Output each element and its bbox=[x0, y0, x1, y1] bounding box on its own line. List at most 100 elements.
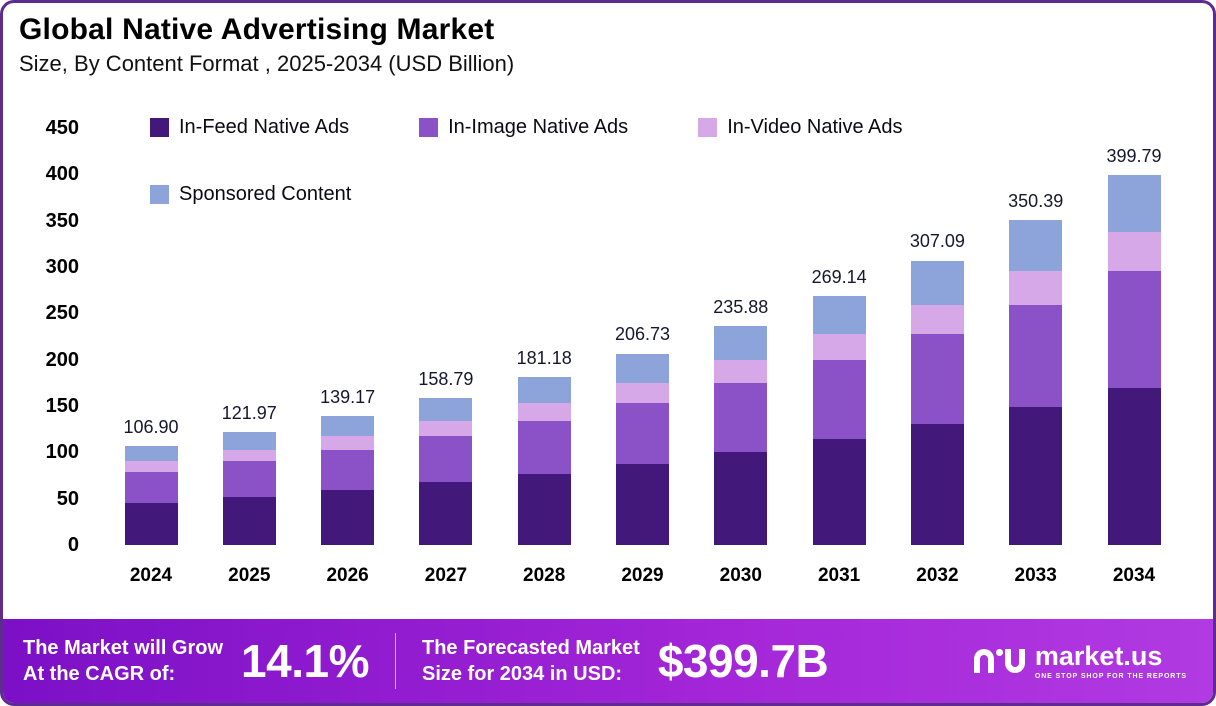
brand-text-block: market.us ONE STOP SHOP FOR THE REPORTS bbox=[1034, 640, 1187, 680]
legend-row-1: In-Feed Native Ads In-Image Native Ads I… bbox=[150, 116, 902, 139]
x-tick-label: 2029 bbox=[621, 565, 664, 586]
bar-2024 bbox=[124, 445, 178, 545]
bar-segment bbox=[1107, 232, 1161, 271]
bar-segment bbox=[222, 449, 276, 462]
y-tick-label: 50 bbox=[56, 487, 79, 510]
logo-arch-n bbox=[973, 649, 994, 673]
legend-swatch bbox=[150, 118, 169, 137]
cagr-label-line1: The Market will Grow bbox=[23, 637, 224, 659]
x-tick-label: 2033 bbox=[1014, 565, 1057, 586]
bar-segment bbox=[1107, 387, 1161, 545]
x-tick-label: 2026 bbox=[326, 565, 369, 586]
bar-segment bbox=[616, 383, 669, 404]
cagr-label-line2: At the CAGR of: bbox=[23, 663, 176, 685]
chart-area: Global Native Advertising Market Size, B… bbox=[3, 3, 1213, 619]
bar-segment bbox=[222, 497, 276, 545]
y-tick-label: 200 bbox=[45, 348, 79, 371]
brand-name: market.us bbox=[1034, 640, 1163, 671]
footer-divider bbox=[394, 633, 396, 689]
bar-total-label: 206.73 bbox=[614, 324, 671, 345]
legend-item-in-video: In-Video Native Ads bbox=[698, 116, 902, 139]
forecast-label: The Forecasted Market Size for 2034 in U… bbox=[422, 635, 640, 687]
y-tick-label: 150 bbox=[45, 395, 79, 417]
bar-segment bbox=[419, 436, 473, 483]
bar-total-label: 121.97 bbox=[221, 402, 277, 423]
bar-segment bbox=[321, 449, 375, 491]
legend-label: In-Video Native Ads bbox=[727, 116, 903, 138]
bar-segment bbox=[812, 295, 866, 335]
legend-item-sponsored: Sponsored Content bbox=[150, 183, 351, 206]
cagr-label: The Market will Grow At the CAGR of: bbox=[23, 635, 223, 687]
bar-segment bbox=[1009, 270, 1063, 305]
x-tick-label: 2030 bbox=[719, 565, 762, 586]
bar-segment bbox=[124, 471, 178, 503]
bar-2034 bbox=[1107, 174, 1161, 545]
bar-segment bbox=[321, 436, 375, 450]
y-tick-label: 250 bbox=[45, 302, 79, 325]
y-tick-label: 100 bbox=[45, 441, 79, 464]
bar-total-label: 307.09 bbox=[909, 231, 965, 252]
logo-arch-u bbox=[1004, 649, 1025, 673]
bar-2032 bbox=[910, 260, 964, 545]
bar-segment bbox=[124, 461, 178, 472]
page-subtitle: Size, By Content Format , 2025-2034 (USD… bbox=[19, 51, 515, 76]
legend-label: Sponsored Content bbox=[179, 183, 352, 205]
bar-segment bbox=[714, 360, 768, 384]
bar-segment bbox=[616, 403, 669, 464]
bar-2030 bbox=[714, 326, 768, 545]
forecast-label-line1: The Forecasted Market bbox=[421, 637, 640, 659]
marketus-logo-icon bbox=[973, 649, 1025, 673]
bar-segment bbox=[1009, 220, 1063, 271]
bar-segment bbox=[616, 463, 669, 545]
bar-segment bbox=[616, 353, 669, 384]
y-tick-label: 350 bbox=[45, 209, 79, 232]
x-tick-label: 2025 bbox=[228, 565, 271, 586]
brand-logo: market.us ONE STOP SHOP FOR THE REPORTS bbox=[973, 640, 1193, 680]
bar-segment bbox=[1107, 270, 1161, 388]
bar-segment bbox=[910, 304, 964, 335]
y-tick-label: 400 bbox=[45, 163, 79, 186]
bar-segment bbox=[222, 432, 276, 450]
bar-segment bbox=[910, 334, 964, 425]
legend-label: In-Feed Native Ads bbox=[179, 116, 350, 138]
bar-2027 bbox=[419, 397, 473, 545]
bar-segment bbox=[812, 360, 866, 439]
chart-legend: In-Feed Native Ads In-Image Native Ads I… bbox=[150, 116, 902, 206]
bar-segment bbox=[124, 445, 178, 462]
x-tick-label: 2024 bbox=[129, 565, 173, 586]
x-tick-label: 2032 bbox=[916, 565, 959, 586]
bar-segment bbox=[321, 490, 375, 545]
bar-segment bbox=[419, 482, 473, 545]
bar-segment bbox=[222, 461, 276, 497]
forecast-label-line2: Size for 2034 in USD: bbox=[421, 663, 623, 685]
bar-segment bbox=[910, 424, 964, 545]
bar-segment bbox=[419, 420, 473, 437]
cagr-value: 14.1% bbox=[241, 635, 369, 687]
bar-2028 bbox=[517, 377, 571, 545]
bar-2029 bbox=[616, 353, 669, 545]
legend-swatch bbox=[698, 118, 718, 137]
legend-swatch bbox=[419, 118, 439, 137]
legend-swatch bbox=[150, 185, 169, 204]
bar-segment bbox=[124, 502, 178, 545]
forecast-value: $399.7B bbox=[657, 635, 829, 687]
bar-segment bbox=[419, 397, 473, 421]
legend-label: In-Image Native Ads bbox=[448, 116, 629, 138]
x-tick-label: 2034 bbox=[1112, 565, 1156, 586]
bar-segment bbox=[812, 439, 866, 545]
y-axis: 0 50 100 150 200 250 300 350 400 450 bbox=[3, 3, 1213, 619]
bar-segment bbox=[1009, 304, 1063, 408]
bar-total-label: 139.17 bbox=[320, 387, 376, 408]
legend-row-2: Sponsored Content bbox=[150, 183, 902, 206]
bar-segment bbox=[1107, 174, 1161, 232]
bar-segment bbox=[1009, 407, 1063, 545]
bar-segment bbox=[517, 473, 571, 545]
bar-total-label: 399.79 bbox=[1106, 145, 1162, 166]
bar-total-label: 181.18 bbox=[516, 348, 572, 369]
y-tick-label: 450 bbox=[45, 117, 79, 139]
page-title: Global Native Advertising Market bbox=[19, 13, 495, 46]
x-tick-label: 2028 bbox=[523, 565, 566, 586]
bar-segment bbox=[910, 260, 964, 305]
x-tick-label: 2031 bbox=[817, 565, 861, 586]
